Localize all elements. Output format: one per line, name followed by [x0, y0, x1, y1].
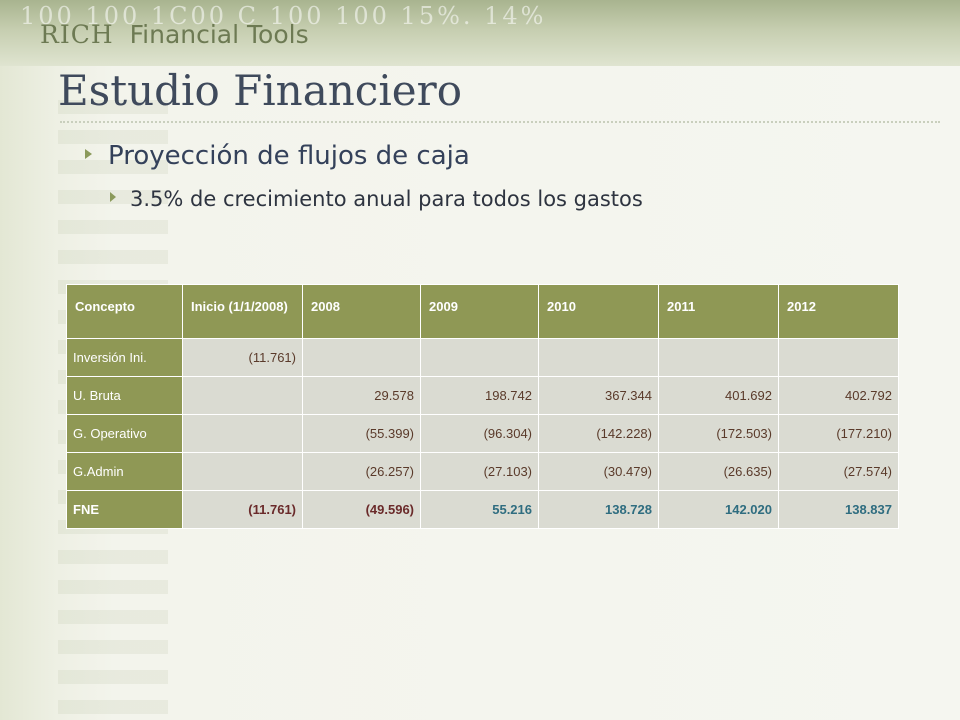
table-cell: (49.596): [302, 490, 421, 529]
row-label: Inversión Ini.: [66, 338, 183, 377]
table-cell: (27.103): [420, 452, 539, 491]
table-cell: [302, 338, 421, 377]
table-cell: 142.020: [658, 490, 779, 529]
column-header: 2009: [420, 284, 539, 339]
bullet-level2-text: 3.5% de crecimiento anual para todos los…: [130, 187, 643, 211]
column-header: Inicio (1/1/2008): [182, 284, 303, 339]
table-cell: [182, 414, 303, 453]
table-cell: 29.578: [302, 376, 421, 415]
table-cell: (26.635): [658, 452, 779, 491]
table-cell: (26.257): [302, 452, 421, 491]
table-cell: 138.837: [778, 490, 899, 529]
table-cell: (27.574): [778, 452, 899, 491]
column-header: Concepto: [66, 284, 183, 339]
cash-flow-table: Concepto Inicio (1/1/2008) 2008 2009 201…: [66, 284, 899, 529]
table-cell: [778, 338, 899, 377]
table-cell: [420, 338, 539, 377]
bullet-arrow-icon: [110, 192, 116, 202]
table-cell: (172.503): [658, 414, 779, 453]
column-header: 2011: [658, 284, 779, 339]
bullet-arrow-icon: [85, 148, 92, 159]
row-label: G.Admin: [66, 452, 183, 491]
table-cell: [538, 338, 659, 377]
table-cell: 367.344: [538, 376, 659, 415]
table-cell: (55.399): [302, 414, 421, 453]
brand-prefix: RICH: [40, 20, 114, 49]
title-divider: [60, 121, 940, 123]
table-cell: [658, 338, 779, 377]
table-cell: [182, 376, 303, 415]
table-cell: 401.692: [658, 376, 779, 415]
column-header: 2012: [778, 284, 899, 339]
table-row: G. Operativo (55.399) (96.304) (142.228)…: [66, 414, 899, 453]
table-header-row: Concepto Inicio (1/1/2008) 2008 2009 201…: [66, 284, 899, 339]
table-cell: 198.742: [420, 376, 539, 415]
row-label: U. Bruta: [66, 376, 183, 415]
table-cell: (11.761): [182, 490, 303, 529]
page-title: Estudio Financiero: [58, 66, 462, 115]
table-cell: (11.761): [182, 338, 303, 377]
bullet-level1: Proyección de flujos de caja: [85, 141, 470, 171]
table-row: G.Admin (26.257) (27.103) (30.479) (26.6…: [66, 452, 899, 491]
table-cell: (177.210): [778, 414, 899, 453]
brand-logo: RICH Financial Tools: [40, 20, 309, 49]
banner-decoration: 100 100 1C00 C 100 100 15%. 14%: [20, 2, 547, 30]
column-header: 2008: [302, 284, 421, 339]
column-header: 2010: [538, 284, 659, 339]
table-row: U. Bruta 29.578 198.742 367.344 401.692 …: [66, 376, 899, 415]
table-row: Inversión Ini. (11.761): [66, 338, 899, 377]
table-cell: (30.479): [538, 452, 659, 491]
table-cell: 55.216: [420, 490, 539, 529]
row-label: FNE: [66, 490, 183, 529]
table-cell: 402.792: [778, 376, 899, 415]
table-cell: 138.728: [538, 490, 659, 529]
table-cell: (142.228): [538, 414, 659, 453]
row-label: G. Operativo: [66, 414, 183, 453]
bullet-level1-text: Proyección de flujos de caja: [108, 141, 470, 171]
table-total-row: FNE (11.761) (49.596) 55.216 138.728 142…: [66, 490, 899, 529]
bullet-level2: 3.5% de crecimiento anual para todos los…: [110, 187, 643, 211]
brand-suffix: Financial Tools: [129, 20, 309, 49]
header-banner: 100 100 1C00 C 100 100 15%. 14% RICH Fin…: [0, 0, 960, 66]
table-cell: [182, 452, 303, 491]
table-cell: (96.304): [420, 414, 539, 453]
